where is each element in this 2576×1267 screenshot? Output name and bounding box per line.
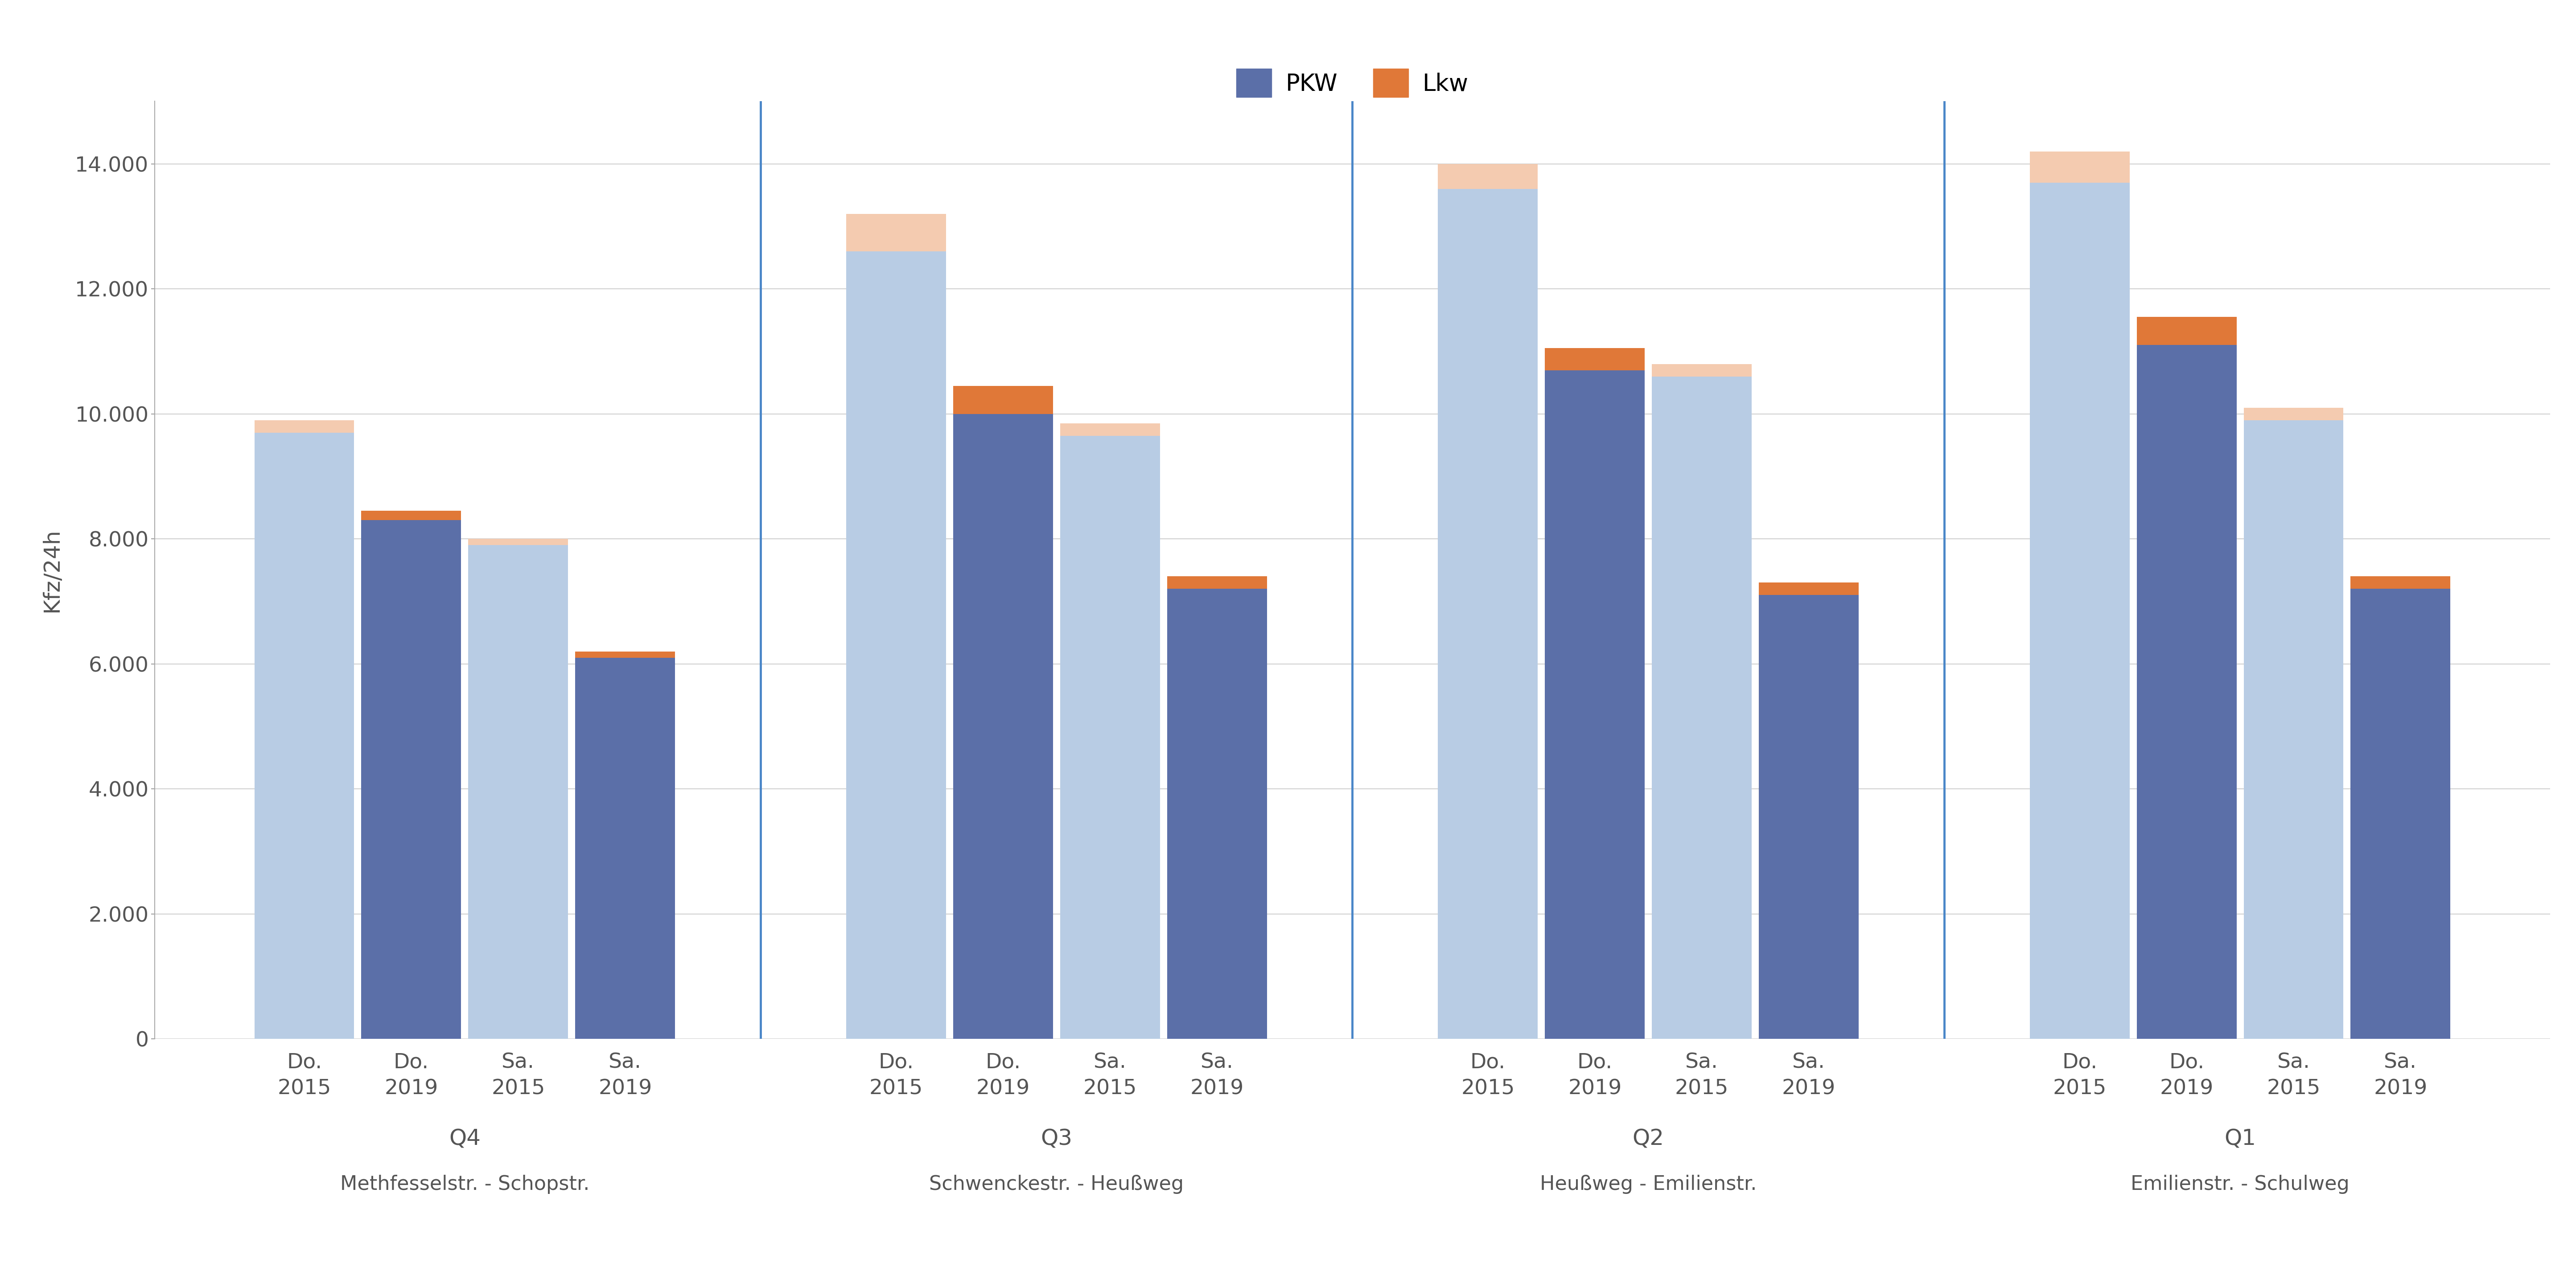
- Bar: [845, 251, 945, 1039]
- Bar: [1167, 576, 1267, 589]
- Bar: [2349, 589, 2450, 1039]
- Bar: [1167, 589, 1267, 1039]
- Bar: [953, 385, 1054, 414]
- Bar: [1437, 163, 1538, 189]
- Text: Schwenckestr. - Heußweg: Schwenckestr. - Heußweg: [930, 1175, 1185, 1194]
- Bar: [2030, 151, 2130, 182]
- Bar: [953, 414, 1054, 1039]
- Bar: [469, 545, 569, 1039]
- Bar: [2136, 345, 2236, 1039]
- Bar: [469, 538, 569, 545]
- Bar: [1651, 364, 1752, 376]
- Bar: [1759, 583, 1860, 595]
- Bar: [361, 511, 461, 521]
- Text: Heußweg - Emilienstr.: Heußweg - Emilienstr.: [1540, 1175, 1757, 1194]
- Bar: [2030, 182, 2130, 1039]
- Bar: [255, 432, 355, 1039]
- Bar: [2349, 576, 2450, 589]
- Bar: [1546, 370, 1643, 1039]
- Text: Methfesselstr. - Schopstr.: Methfesselstr. - Schopstr.: [340, 1175, 590, 1194]
- Text: Q3: Q3: [1041, 1128, 1072, 1149]
- Text: Q2: Q2: [1633, 1128, 1664, 1149]
- Bar: [1061, 436, 1159, 1039]
- Bar: [845, 214, 945, 251]
- Text: Q4: Q4: [448, 1128, 482, 1149]
- Bar: [574, 651, 675, 658]
- Text: Q1: Q1: [2223, 1128, 2257, 1149]
- Bar: [1759, 595, 1860, 1039]
- Text: Emilienstr. - Schulweg: Emilienstr. - Schulweg: [2130, 1175, 2349, 1194]
- Bar: [2244, 408, 2344, 421]
- Bar: [361, 521, 461, 1039]
- Bar: [2244, 421, 2344, 1039]
- Bar: [574, 658, 675, 1039]
- Bar: [1437, 189, 1538, 1039]
- Bar: [2136, 317, 2236, 345]
- Bar: [1546, 348, 1643, 370]
- Bar: [255, 421, 355, 432]
- Legend: PKW, Lkw: PKW, Lkw: [1224, 57, 1481, 109]
- Bar: [1651, 376, 1752, 1039]
- Y-axis label: Kfz/24h: Kfz/24h: [41, 528, 62, 612]
- Bar: [1061, 423, 1159, 436]
